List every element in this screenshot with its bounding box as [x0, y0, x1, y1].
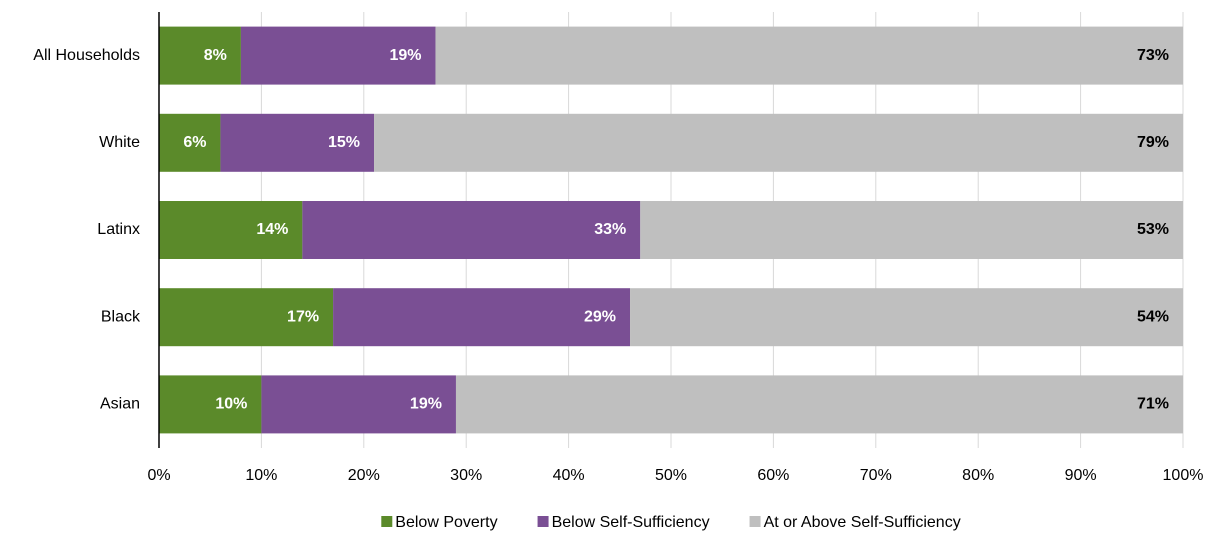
legend-label: At or Above Self-Sufficiency — [764, 514, 961, 531]
legend-label: Below Poverty — [395, 514, 497, 531]
y-tick-label: Black — [101, 308, 141, 325]
value-label: 14% — [256, 221, 288, 238]
value-label: 19% — [389, 47, 421, 64]
x-tick-label: 30% — [450, 467, 482, 484]
legend-swatch — [381, 516, 393, 527]
value-label: 53% — [1137, 221, 1169, 238]
bar-segment — [640, 201, 1183, 259]
bar-segment — [220, 113, 375, 172]
value-label: 71% — [1137, 396, 1169, 413]
value-label: 6% — [183, 134, 206, 151]
legend-label: Below Self-Sufficiency — [552, 514, 710, 531]
bar-segment — [435, 26, 1184, 85]
value-label: 15% — [328, 134, 360, 151]
y-tick-label: White — [99, 134, 140, 151]
value-label: 29% — [584, 308, 616, 325]
bar-segment — [333, 288, 631, 347]
x-tick-label: 80% — [962, 467, 994, 484]
x-tick-label: 20% — [348, 467, 380, 484]
x-tick-label: 100% — [1163, 467, 1204, 484]
bar-segment — [455, 375, 1184, 434]
value-label: 17% — [287, 308, 319, 325]
bar-segment — [159, 113, 221, 172]
bar-segment — [302, 201, 641, 259]
y-tick-label: Latinx — [97, 221, 140, 238]
x-tick-label: 40% — [553, 467, 585, 484]
x-tick-label: 10% — [245, 467, 277, 484]
legend-swatch — [749, 516, 761, 527]
x-tick-label: 70% — [860, 467, 892, 484]
bar-segment — [159, 201, 303, 259]
value-label: 73% — [1137, 47, 1169, 64]
x-tick-label: 60% — [757, 467, 789, 484]
value-label: 8% — [204, 47, 227, 64]
bar-segment — [159, 26, 241, 85]
legend-swatch — [537, 516, 549, 527]
bar-segment — [159, 288, 334, 347]
value-label: 33% — [594, 221, 626, 238]
bar-segment — [374, 113, 1183, 172]
value-label: 54% — [1137, 308, 1169, 325]
value-label: 10% — [215, 396, 247, 413]
value-label: 19% — [410, 396, 442, 413]
value-label: 79% — [1137, 134, 1169, 151]
y-tick-label: All Households — [33, 47, 140, 64]
x-tick-label: 90% — [1065, 467, 1097, 484]
bar-segment — [261, 375, 456, 434]
x-tick-label: 0% — [147, 467, 170, 484]
y-tick-label: Asian — [100, 396, 140, 413]
bar-segment — [240, 26, 436, 85]
x-tick-label: 50% — [655, 467, 687, 484]
bar-segment — [630, 288, 1183, 347]
bar-segment — [159, 375, 262, 434]
